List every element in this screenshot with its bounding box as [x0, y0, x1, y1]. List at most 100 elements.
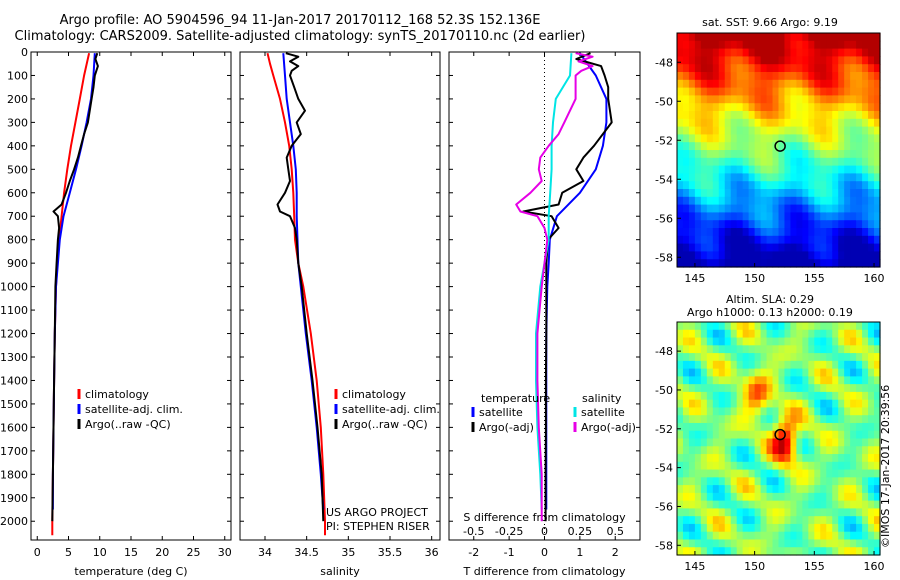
map-cell [832, 329, 839, 339]
map-cell [814, 337, 821, 346]
map-cell [826, 251, 833, 260]
title-line-1: Argo profile: AO 5904596_94 11-Jan-2017 … [59, 13, 541, 28]
map-cell [766, 454, 774, 463]
map-cell [688, 337, 696, 346]
map-cell [778, 353, 786, 362]
map-cell [700, 345, 708, 354]
map-cell [814, 204, 821, 213]
map-cell [820, 40, 827, 50]
x-tick-label: 5 [65, 546, 72, 559]
map-cell [712, 134, 720, 143]
map-cell [754, 228, 762, 237]
map-cell [682, 204, 690, 213]
map-cell [712, 523, 720, 533]
map-cell [850, 368, 857, 377]
map-cell [808, 345, 815, 354]
map-cell [844, 196, 851, 206]
map-cell [736, 150, 744, 159]
y-tick-label: -58 [655, 539, 673, 552]
map-cell [826, 337, 833, 346]
map-cell [706, 399, 714, 409]
map-cell [784, 391, 792, 401]
map-cell [712, 56, 720, 65]
map-cell [796, 95, 803, 104]
map-cell [712, 189, 720, 198]
map-cell [677, 345, 684, 354]
map-cell [730, 337, 738, 346]
map-cell [724, 64, 732, 73]
map-cell [850, 243, 857, 252]
map-cell [784, 72, 792, 81]
map-cell [850, 360, 857, 370]
map-cell [868, 79, 875, 89]
map-cell [814, 384, 821, 393]
map-cell [868, 165, 875, 174]
map-cell [730, 48, 738, 57]
map-cell [784, 173, 792, 182]
map-cell [790, 79, 798, 89]
map-cell [736, 196, 744, 206]
map-cell [748, 111, 756, 120]
map-cell [682, 173, 690, 182]
map-cell [706, 477, 714, 486]
map-cell [677, 438, 684, 447]
map-cell [784, 360, 792, 370]
map-cell [748, 376, 756, 385]
map-cell [700, 539, 708, 548]
map-cell [682, 368, 690, 377]
map-cell [850, 126, 857, 135]
map-cell [677, 212, 684, 221]
y-tick-label: 1800 [0, 468, 28, 481]
map-cell [760, 220, 768, 229]
map-cell [754, 56, 762, 65]
map-cell [760, 212, 768, 221]
map-cell [742, 196, 750, 206]
map-cell [814, 259, 821, 268]
map-cell [760, 322, 768, 331]
map-cell [856, 56, 863, 65]
map-cell [742, 220, 750, 229]
map-cell [838, 407, 845, 416]
map-cell [694, 79, 702, 89]
map-cell [724, 118, 732, 128]
map-cell [760, 72, 768, 81]
map-cell [700, 477, 708, 486]
map-cell [742, 539, 750, 548]
s-tick-label: 0.25 [568, 525, 593, 538]
map-cell [838, 33, 845, 42]
y-tick-label: 500 [7, 163, 28, 176]
map-cell [778, 345, 786, 354]
map-cell [796, 111, 803, 120]
map-cell [754, 103, 762, 112]
map-cell [736, 181, 744, 190]
map-cell [724, 360, 732, 370]
map-cell [850, 173, 857, 182]
map-cell [814, 165, 821, 174]
map-cell [718, 531, 726, 541]
map-cell [856, 220, 863, 229]
map-cell [874, 329, 881, 339]
map-cell [778, 384, 786, 393]
map-cell [796, 508, 803, 517]
map-cell [736, 384, 744, 393]
map-cell [694, 165, 702, 174]
map-cell [850, 204, 857, 213]
map-cell [712, 251, 720, 260]
map-cell [850, 345, 857, 354]
map-cell [790, 454, 798, 463]
x-tick-label: 36 [425, 546, 439, 559]
map-cell [688, 430, 696, 440]
map-cell [766, 33, 774, 42]
map-cell [700, 384, 708, 393]
map-cell [688, 531, 696, 541]
map-cell [874, 220, 881, 229]
map-cell [820, 322, 827, 331]
map-cell [694, 204, 702, 213]
map-cell [677, 337, 684, 346]
map-cell [802, 79, 809, 89]
legend-label: satellite-adj. clim. [85, 403, 183, 416]
map-cell [730, 454, 738, 463]
y-tick-label: 200 [7, 93, 28, 106]
map-cell [826, 523, 833, 533]
